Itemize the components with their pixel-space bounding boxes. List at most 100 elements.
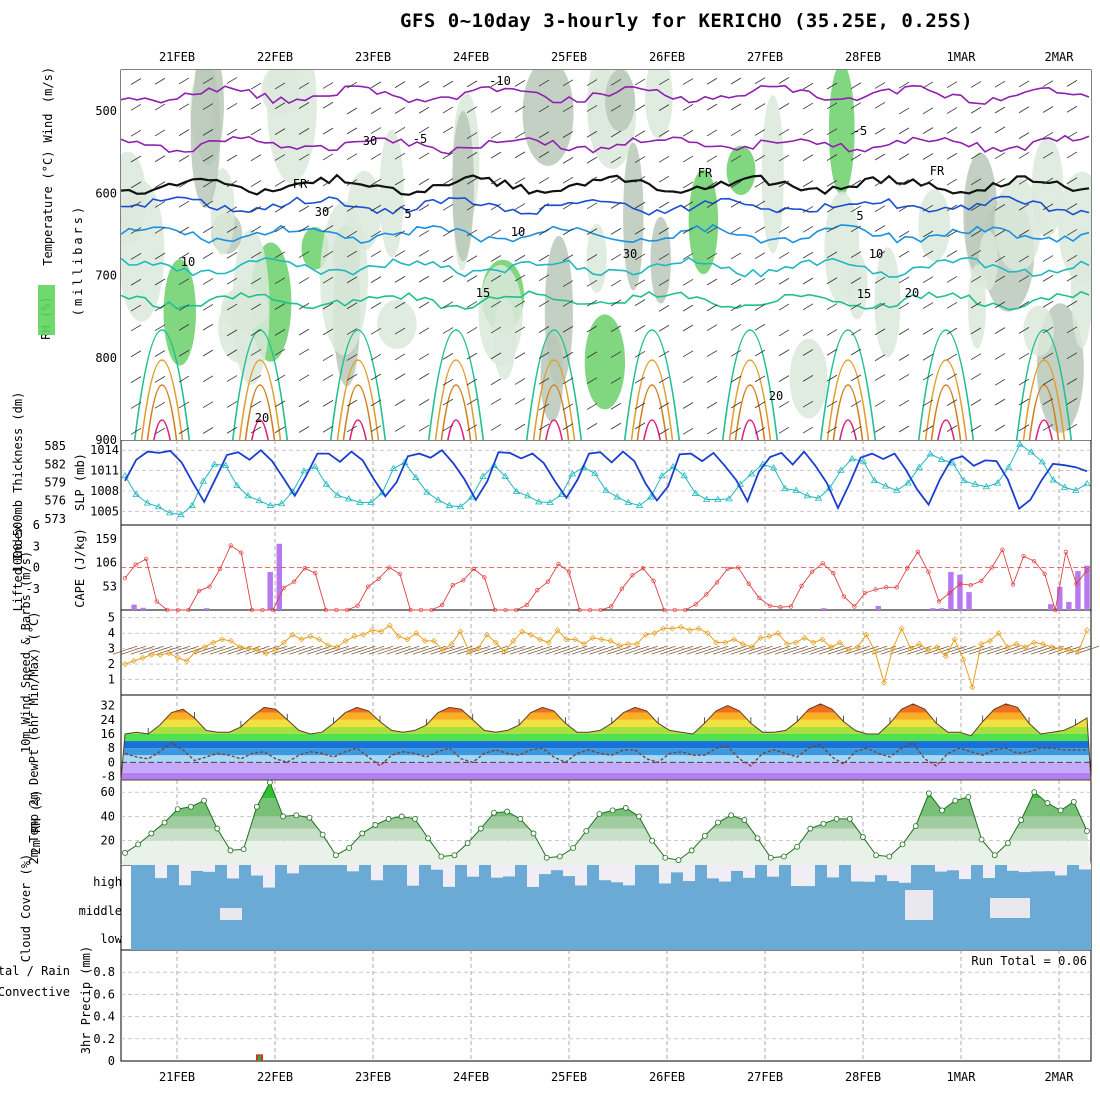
wind-barb bbox=[1042, 80, 1054, 88]
date-label-bottom: 22FEB bbox=[257, 1070, 293, 1084]
rh-point bbox=[293, 812, 300, 819]
wind-speed-point bbox=[439, 647, 446, 654]
date-label-top: 25FEB bbox=[551, 50, 587, 64]
wind-barb bbox=[682, 402, 694, 409]
wind-barb bbox=[754, 375, 766, 383]
wind-barb bbox=[154, 427, 166, 435]
rh-point bbox=[701, 832, 708, 839]
wind-speed-point bbox=[713, 639, 720, 646]
wind-barb bbox=[922, 276, 934, 284]
wind-speed-point bbox=[836, 639, 843, 646]
wind-barb bbox=[778, 329, 790, 337]
wind-barb bbox=[538, 228, 550, 236]
cape-bar bbox=[1047, 604, 1054, 610]
date-label-bottom: 21FEB bbox=[159, 1070, 195, 1084]
li-point bbox=[344, 607, 350, 613]
wind-barb bbox=[1042, 275, 1054, 282]
wind-speed-point bbox=[369, 627, 376, 634]
date-label-bottom: 2MAR bbox=[1045, 1070, 1075, 1084]
wind-barb bbox=[907, 645, 932, 655]
wind-barb bbox=[634, 325, 646, 332]
li-point bbox=[672, 607, 677, 613]
rh-point bbox=[187, 803, 194, 810]
wind-barb bbox=[394, 399, 406, 406]
wind-barb bbox=[202, 200, 214, 208]
li-point bbox=[217, 566, 223, 572]
wind-barb bbox=[874, 205, 886, 213]
wind-barb bbox=[112, 645, 138, 655]
thickness-point bbox=[1060, 483, 1069, 490]
temp-tick: 0 bbox=[108, 755, 115, 769]
thickness-point bbox=[658, 472, 666, 479]
wind-barb bbox=[682, 324, 694, 332]
li-point bbox=[313, 571, 318, 576]
rh-band bbox=[121, 828, 1091, 841]
cloud-gap-high bbox=[623, 865, 635, 886]
wind-barb bbox=[250, 303, 262, 311]
li-point bbox=[323, 607, 329, 613]
cape-bar bbox=[267, 571, 273, 610]
wind-barb bbox=[418, 399, 430, 406]
wind-barb bbox=[202, 154, 214, 162]
rh-band bbox=[121, 816, 1091, 829]
wind-speed-point bbox=[828, 644, 835, 651]
wind-barb bbox=[633, 645, 658, 655]
wind-barb bbox=[634, 279, 646, 287]
thickness-point bbox=[803, 492, 812, 499]
temp-contour-dome bbox=[636, 384, 668, 440]
wind-barb bbox=[571, 645, 597, 655]
wind-barb bbox=[924, 645, 950, 655]
rh-shade bbox=[605, 70, 636, 132]
date-label-top: 24FEB bbox=[453, 50, 489, 64]
wind-barb bbox=[1042, 203, 1054, 211]
wind-barb bbox=[850, 153, 862, 161]
wind-speed-point bbox=[1084, 627, 1090, 634]
wind-barb bbox=[514, 254, 526, 262]
wind-barb bbox=[130, 155, 142, 163]
li-point bbox=[757, 595, 762, 601]
thickness-point bbox=[389, 464, 398, 471]
rh-point bbox=[622, 805, 629, 811]
wind-barb bbox=[250, 102, 262, 110]
wind-barb bbox=[754, 427, 766, 434]
cloud-gap-high bbox=[659, 865, 671, 884]
wind-barb bbox=[442, 378, 454, 386]
wind-barb bbox=[154, 350, 166, 357]
wind-barb bbox=[586, 377, 598, 385]
temp-band bbox=[121, 712, 1091, 720]
cloud-gap-high bbox=[1007, 865, 1019, 871]
wind-barb bbox=[514, 300, 526, 308]
wind-barb bbox=[274, 251, 286, 259]
rh-point bbox=[1031, 789, 1038, 796]
li-point bbox=[619, 586, 625, 591]
wind-barb bbox=[250, 426, 262, 434]
wind-barb bbox=[610, 351, 622, 358]
wind-barb bbox=[370, 81, 382, 89]
wind-barb bbox=[418, 126, 430, 134]
cape-bar bbox=[1066, 601, 1072, 610]
rh-point bbox=[820, 820, 827, 827]
wind-barb bbox=[994, 106, 1006, 114]
thickness-point bbox=[1016, 440, 1024, 447]
wind-speed-point bbox=[122, 661, 128, 668]
wind-barb bbox=[922, 302, 934, 309]
wind-barb bbox=[442, 398, 454, 406]
wind-barb bbox=[360, 645, 385, 655]
wind-barb bbox=[874, 276, 886, 284]
wind-barb bbox=[226, 401, 238, 408]
thickness-point bbox=[792, 486, 800, 493]
wind-barb bbox=[538, 105, 550, 113]
date-label-bottom: 26FEB bbox=[649, 1070, 685, 1084]
wind-barb bbox=[226, 375, 238, 382]
wind-barb bbox=[850, 328, 862, 336]
wind-speed-point bbox=[289, 631, 296, 638]
wind-barb bbox=[634, 299, 646, 306]
wind-speed-point bbox=[642, 631, 649, 638]
wind-barb bbox=[610, 78, 622, 86]
wind-barb bbox=[178, 401, 190, 409]
wind-barb bbox=[730, 200, 742, 208]
wind-barb bbox=[298, 374, 310, 382]
cloud-gap-high bbox=[347, 865, 359, 872]
wind-barb bbox=[370, 250, 382, 258]
wind-label: Wind bbox=[41, 114, 55, 143]
